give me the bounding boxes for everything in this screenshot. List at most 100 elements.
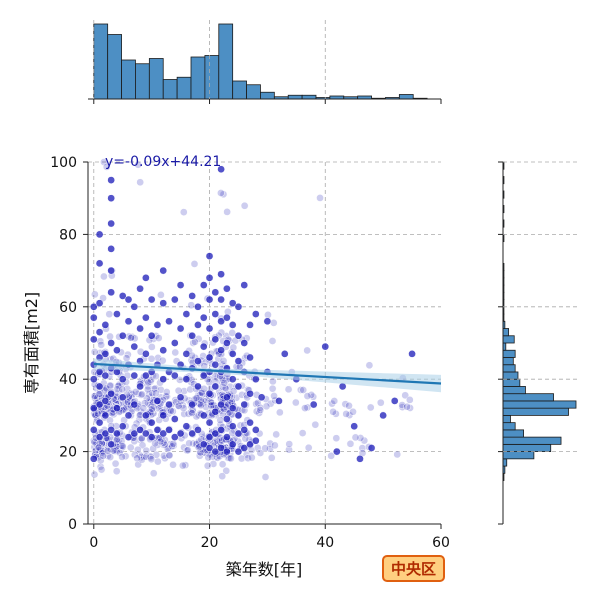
scatter-point [94, 443, 103, 452]
scatter-point [107, 440, 115, 449]
scatter-point [144, 378, 153, 387]
scatter-point [229, 387, 238, 396]
y-tick-label: 40 [59, 372, 77, 388]
top-hist-bar [107, 34, 122, 100]
scatter-point [246, 418, 254, 427]
scatter-point [234, 447, 243, 456]
scatter-point [142, 273, 150, 282]
scatter-point [264, 311, 272, 319]
scatter-point [159, 429, 168, 438]
scatter-point [91, 290, 99, 299]
top-hist-bar [93, 23, 109, 100]
scatter-point [136, 382, 144, 391]
scatter-point [272, 430, 281, 439]
scatter-point [102, 163, 111, 171]
scatter-point [246, 321, 254, 329]
top-hist-bar [301, 94, 317, 100]
scatter-point [157, 291, 165, 299]
scatter-point [194, 382, 202, 391]
scatter-point [103, 447, 112, 455]
scatter-point [298, 429, 307, 437]
scatter-point [256, 406, 265, 414]
scatter-point [174, 401, 183, 410]
scatter-point [234, 411, 243, 420]
scatter-point [96, 462, 105, 471]
right-hist-bar [502, 451, 535, 460]
scatter-point [229, 343, 238, 352]
scatter-point [228, 422, 237, 431]
scatter-point [217, 165, 225, 174]
top-hist-bar [218, 23, 234, 100]
regression-line [93, 362, 442, 385]
scatter-point [205, 252, 214, 260]
scatter-point [268, 384, 277, 393]
scatter-point [256, 403, 265, 412]
scatter-point [182, 375, 191, 384]
scatter-point [403, 402, 411, 411]
scatter-point [130, 371, 139, 380]
scatter-point [276, 408, 284, 417]
scatter-point [89, 426, 98, 434]
scatter-point [285, 440, 294, 448]
scatter-point [176, 281, 185, 289]
scatter-point [148, 405, 156, 413]
y-tick-label: 80 [59, 227, 77, 243]
scatter-point [170, 295, 179, 304]
top-hist-bar [287, 94, 303, 100]
scatter-point [248, 453, 256, 462]
area-badge-box [382, 555, 445, 582]
scatter-point [196, 448, 205, 457]
scatter-point [112, 467, 121, 476]
top-hist-bar [121, 59, 136, 100]
scatter-point [89, 404, 98, 413]
scatter-point [118, 393, 127, 402]
scatter-point [199, 411, 208, 420]
scatter-point [285, 445, 293, 454]
top-hist-bar [246, 84, 261, 100]
scatter-point [223, 433, 231, 441]
area-badge: 中央区 [382, 555, 445, 582]
scatter-point [218, 472, 227, 481]
scatter-point [188, 292, 197, 300]
right-hist-bar [502, 371, 519, 380]
scatter-point [147, 331, 156, 340]
scatter-point [159, 266, 168, 275]
scatter-point [197, 401, 205, 410]
scatter-point [152, 389, 160, 398]
scatter-point [170, 415, 179, 423]
scatter-point [181, 461, 190, 469]
scatter-point [159, 375, 168, 384]
right-hist-bar [502, 357, 514, 366]
scatter-point [398, 401, 407, 409]
scatter-point [130, 342, 139, 351]
scatter-point [199, 440, 208, 449]
scatter-point [179, 404, 188, 412]
scatter-point [228, 321, 237, 329]
top-hist-bar [162, 79, 178, 100]
scatter-point [95, 382, 104, 391]
scatter-point [356, 454, 364, 463]
right-hist-bar [502, 429, 524, 438]
scatter-point [216, 416, 225, 424]
scatter-point [217, 295, 225, 304]
scatter-point [199, 281, 208, 289]
scatter-point [234, 429, 243, 438]
ci-band [93, 358, 441, 393]
scatter-point [142, 313, 150, 322]
scatter-point [223, 208, 231, 216]
scatter-point [142, 429, 150, 438]
scatter-points [89, 158, 416, 481]
scatter-point [138, 455, 146, 464]
scatter-point [223, 339, 231, 347]
scatter-point [100, 158, 108, 166]
scatter-point [266, 439, 275, 448]
regression-equation-label: y=-0.09x+44.21 [105, 154, 221, 170]
scatter-point [303, 392, 312, 400]
scatter-point [321, 342, 330, 351]
scatter-point [203, 461, 212, 470]
right-hist-bar [502, 422, 516, 431]
scatter-point [222, 466, 231, 475]
scatter-point [327, 451, 335, 460]
scatter-point [106, 416, 114, 425]
scatter-point [95, 390, 104, 398]
